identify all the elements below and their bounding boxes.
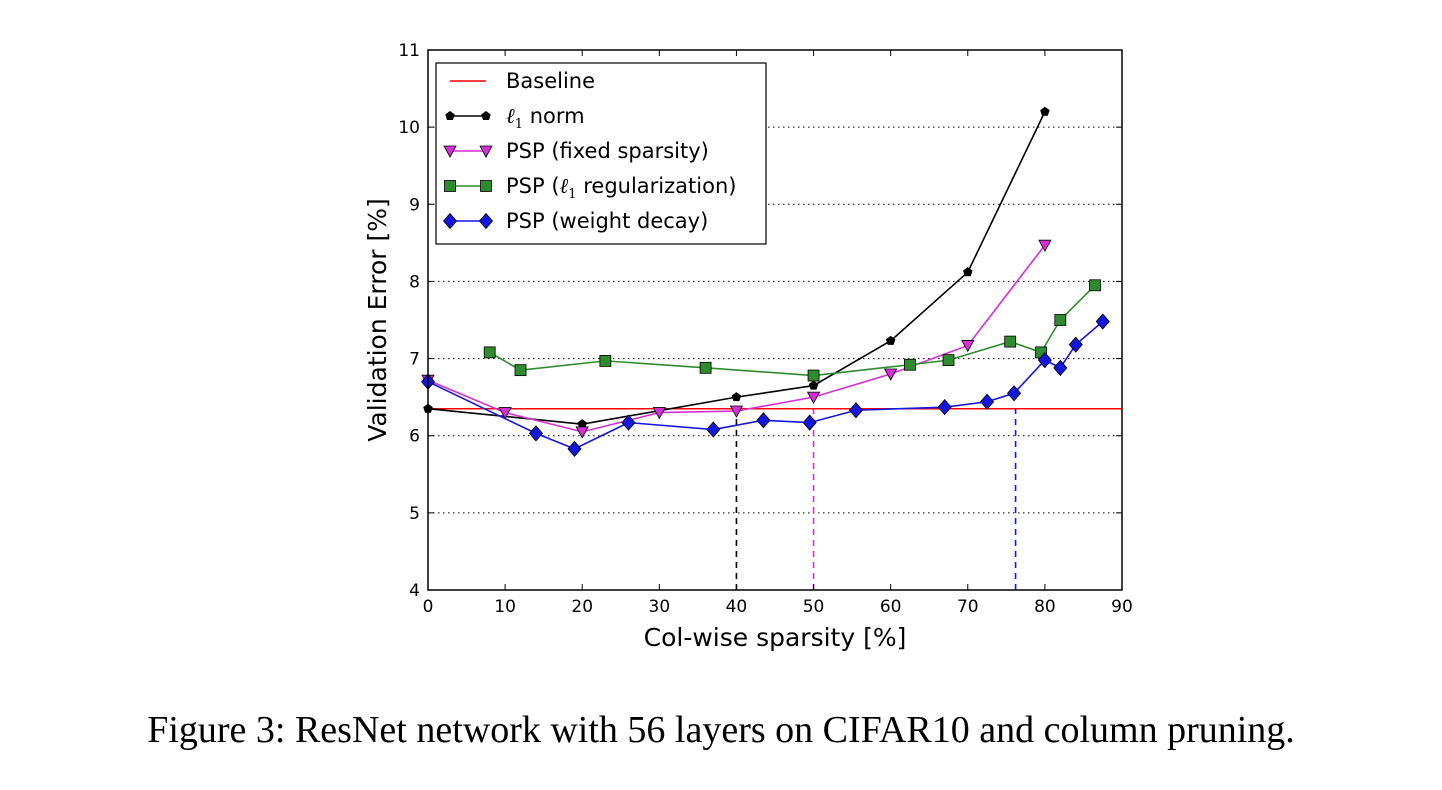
x-tick-label: 50 [803, 597, 825, 617]
y-tick-label: 5 [409, 504, 420, 524]
data-point [621, 414, 636, 431]
data-point [885, 335, 896, 345]
legend-marker [478, 212, 494, 230]
legend-marker [443, 145, 457, 158]
legend-box [435, 62, 767, 245]
plot-frame [427, 49, 1123, 591]
legend-label: PSP (ℓ1 regularization) [506, 174, 736, 202]
data-point [567, 440, 582, 457]
x-tick-label: 20 [571, 597, 593, 617]
series-line [427, 320, 1104, 450]
data-point [1004, 335, 1017, 348]
data-point [883, 368, 898, 381]
data-point [1037, 352, 1052, 369]
x-axis-label: Col-wise sparsity [%] [644, 623, 907, 652]
axis-ticks: 0 10 20 30 40 50 60 70 80 90 4 5 6 7 8 9 10 11 [398, 41, 1132, 617]
legend: Baseline ℓ1 norm PSP (fixed sparsity) PSP (… [435, 62, 767, 245]
data-point [808, 380, 819, 390]
x-tick-label: 0 [423, 597, 434, 617]
data-point [942, 354, 955, 367]
legend-marker [480, 180, 492, 192]
data-point [937, 399, 952, 416]
data-point [498, 407, 512, 420]
vertical-markers [735, 408, 1017, 590]
x-tick-label: 70 [957, 597, 979, 617]
legend-label: PSP (weight decay) [506, 209, 708, 233]
y-tick-label: 10 [398, 118, 420, 138]
data-point [1068, 336, 1083, 353]
data-point [1089, 279, 1101, 292]
data-point [980, 393, 995, 410]
data-point [1040, 106, 1050, 116]
x-tick-label: 40 [726, 597, 748, 617]
data-point [599, 354, 612, 367]
data-point [756, 412, 771, 429]
legend-label: ℓ1 norm [506, 104, 585, 132]
series-group [420, 313, 1110, 457]
y-tick-label: 6 [409, 427, 420, 447]
legend-marker [481, 111, 491, 121]
data-point [729, 405, 744, 418]
data-point [483, 346, 496, 359]
series-layer [420, 106, 1110, 457]
x-tick-label: 30 [649, 597, 671, 617]
data-point [1095, 313, 1110, 330]
chart: 0 10 20 30 40 50 60 70 80 90 4 5 6 7 8 9 10 11 Col-wise s… [363, 41, 1133, 652]
series-group [421, 239, 1052, 439]
y-tick-label: 11 [398, 41, 420, 61]
legend-label: Baseline [506, 69, 595, 93]
data-point [802, 414, 817, 431]
y-tick-label: 8 [409, 272, 420, 292]
data-point [904, 358, 916, 371]
data-point [699, 361, 712, 374]
data-point [1053, 359, 1068, 376]
x-tick-label: 80 [1034, 597, 1056, 617]
data-point [575, 426, 589, 439]
data-point [1038, 239, 1052, 253]
data-point [731, 392, 742, 402]
y-tick-label: 7 [409, 350, 420, 370]
y-tick-label: 4 [409, 581, 420, 601]
legend-marker [442, 212, 458, 230]
legend-marker [444, 180, 456, 192]
legend-marker [479, 145, 493, 158]
y-axis-label: Validation Error [%] [363, 198, 392, 442]
legend-label: PSP (fixed sparsity) [506, 139, 709, 163]
data-point [1054, 314, 1067, 326]
series-group [483, 279, 1101, 382]
data-point [706, 421, 721, 438]
figure-caption: Figure 3: ResNet network with 56 layers … [147, 709, 1295, 751]
data-point [1007, 385, 1022, 402]
series-line [427, 244, 1046, 433]
data-point [848, 402, 863, 419]
y-tick-label: 9 [409, 195, 420, 215]
x-tick-label: 90 [1111, 597, 1133, 617]
data-point [807, 369, 820, 382]
data-point [963, 267, 973, 277]
data-point [652, 407, 667, 420]
data-point [514, 364, 527, 377]
data-point [806, 391, 821, 404]
data-point [961, 340, 975, 353]
x-tick-label: 10 [494, 597, 516, 617]
data-point [528, 425, 543, 442]
x-tick-label: 60 [880, 597, 902, 617]
legend-marker [445, 111, 455, 121]
